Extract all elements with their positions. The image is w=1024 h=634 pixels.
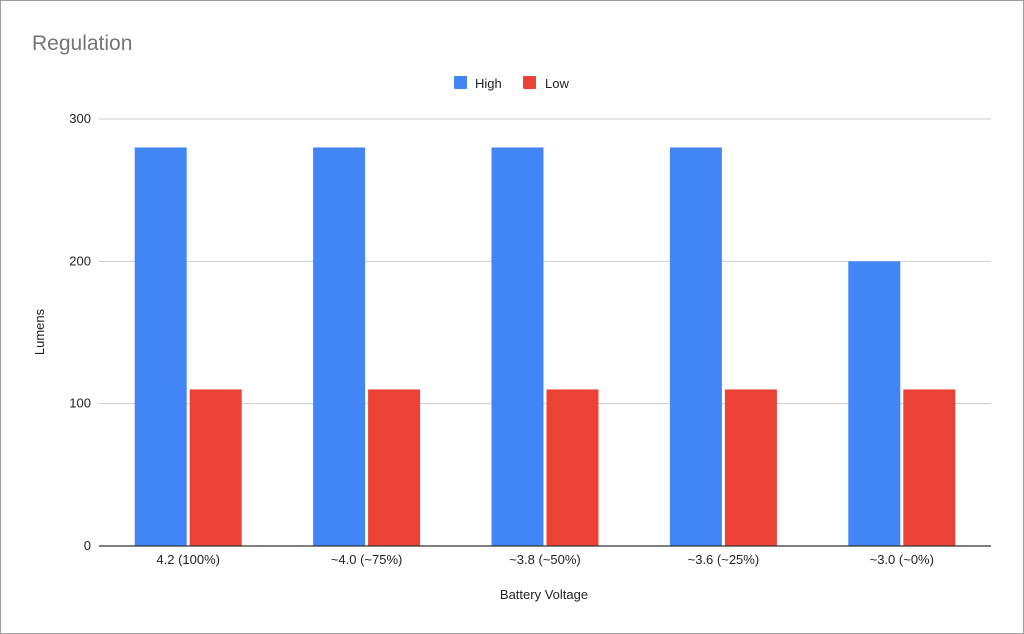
y-axis-ticks: 0 100 200 300 xyxy=(69,111,91,553)
x-tick-label: ~3.6 (~25%) xyxy=(688,552,760,567)
bar-high-4 xyxy=(669,147,722,546)
x-tick-label: ~4.0 (~75%) xyxy=(331,552,403,567)
bar-low-5 xyxy=(903,389,956,546)
y-tick-label: 0 xyxy=(84,538,91,553)
bar-low-1 xyxy=(189,389,242,546)
y-tick-label: 300 xyxy=(69,111,91,126)
legend-label-low: Low xyxy=(545,76,569,91)
bar-high-2 xyxy=(313,147,366,546)
y-tick-label: 200 xyxy=(69,253,91,268)
legend: High Low xyxy=(454,76,569,91)
chart-title: Regulation xyxy=(32,32,132,55)
bar-low-3 xyxy=(546,389,599,546)
x-axis-title: Battery Voltage xyxy=(500,587,588,602)
x-tick-label: ~3.0 (~0%) xyxy=(870,552,934,567)
x-tick-label: ~3.8 (~50%) xyxy=(509,552,581,567)
bar-low-4 xyxy=(724,389,777,546)
bar-high-5 xyxy=(848,261,901,546)
bar-low-2 xyxy=(368,389,421,546)
x-tick-label: 4.2 (100%) xyxy=(156,552,220,567)
legend-swatch-low xyxy=(523,76,536,89)
y-axis-title: Lumens xyxy=(32,308,47,355)
y-tick-label: 100 xyxy=(69,396,91,411)
bars xyxy=(134,147,956,546)
bar-high-3 xyxy=(491,147,544,546)
x-axis-ticks: 4.2 (100%) ~4.0 (~75%) ~3.8 (~50%) ~3.6 (~2… xyxy=(156,552,934,567)
gridlines xyxy=(99,118,991,405)
bar-high-1 xyxy=(134,147,187,546)
legend-swatch-high xyxy=(454,76,467,89)
legend-label-high: High xyxy=(475,76,502,91)
